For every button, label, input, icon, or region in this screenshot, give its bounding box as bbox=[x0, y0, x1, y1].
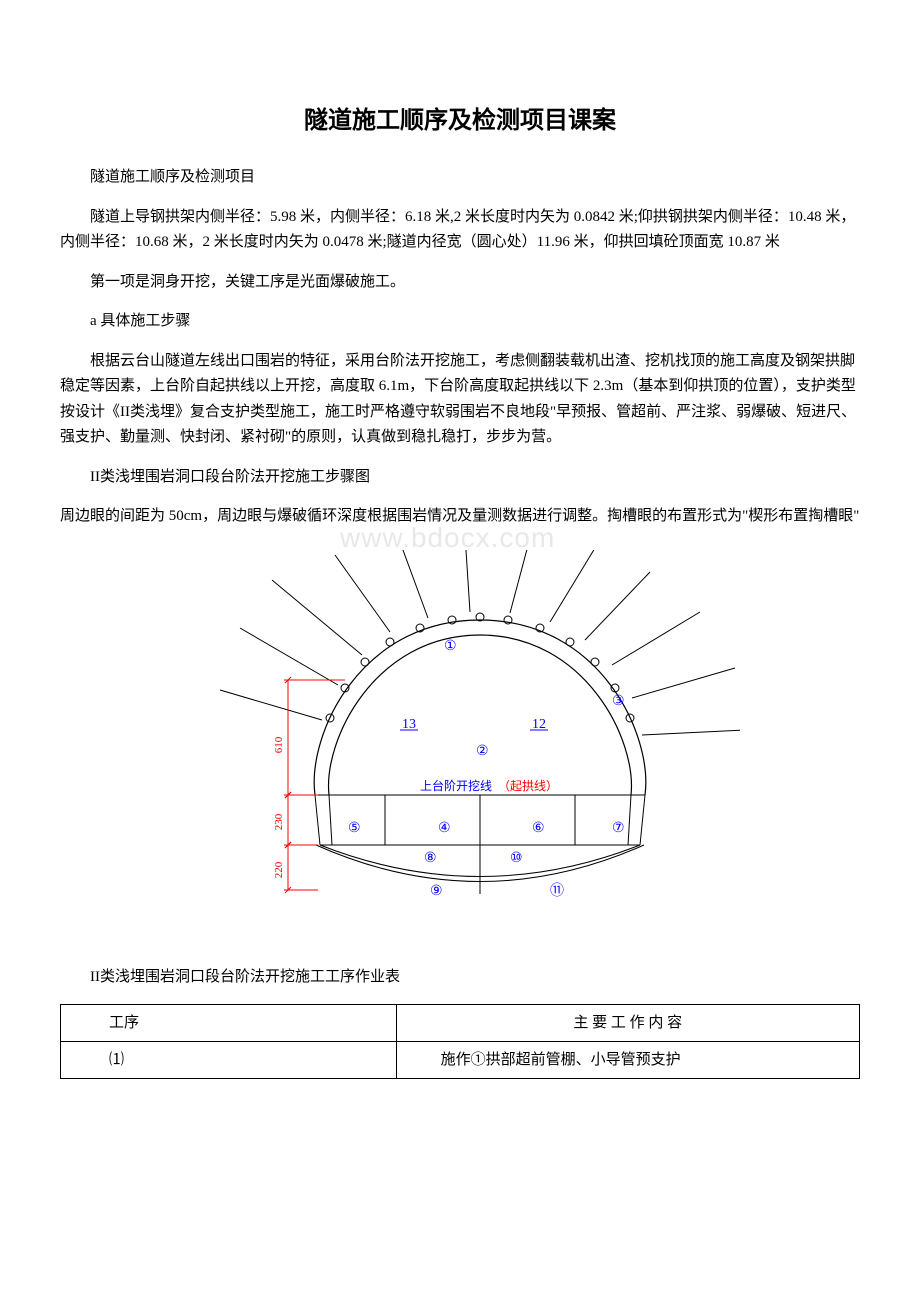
tunnel-diagram: 610230220①②③④⑤⑥⑦⑧⑨⑩⑪1213上台阶开挖线（起拱线） bbox=[60, 550, 860, 935]
table-row: ⑴ 施作①拱部超前管棚、小导管预支护 bbox=[61, 1042, 860, 1079]
svg-text:230: 230 bbox=[273, 813, 285, 830]
para-method: 根据云台山隧道左线出口围岩的特征，采用台阶法开挖施工，考虑侧翻装载机出渣、挖机找… bbox=[60, 349, 860, 451]
table-caption: II类浅埋围岩洞口段台阶法开挖施工工序作业表 bbox=[60, 965, 860, 991]
table-header-seq: 工序 bbox=[61, 1005, 397, 1042]
procedure-table: 工序 主 要 工 作 内 容 ⑴ 施作①拱部超前管棚、小导管预支护 bbox=[60, 1004, 860, 1079]
svg-text:上台阶开挖线: 上台阶开挖线 bbox=[420, 778, 492, 793]
document-page: 隧道施工顺序及检测项目课案 隧道施工顺序及检测项目 隧道上导钢拱架内侧半径：5.… bbox=[0, 0, 920, 1119]
svg-text:①: ① bbox=[444, 639, 457, 654]
para-dimensions: 隧道上导钢拱架内侧半径：5.98 米，内侧半径：6.18 米,2 米长度时内矢为… bbox=[60, 205, 860, 256]
svg-text:④: ④ bbox=[438, 821, 451, 836]
svg-text:⑪: ⑪ bbox=[550, 883, 564, 899]
svg-text:⑧: ⑧ bbox=[424, 851, 437, 866]
para-perimeter: 周边眼的间距为 50cm，周边眼与爆破循环深度根据围岩情况及量测数据进行调整。掏… bbox=[60, 504, 860, 530]
svg-text:（起拱线）: （起拱线） bbox=[498, 779, 558, 793]
svg-text:⑩: ⑩ bbox=[510, 851, 523, 866]
svg-text:⑤: ⑤ bbox=[348, 821, 361, 836]
svg-text:⑨: ⑨ bbox=[430, 884, 443, 899]
table-header-row: 工序 主 要 工 作 内 容 bbox=[61, 1005, 860, 1042]
para-step-a: a 具体施工步骤 bbox=[60, 309, 860, 335]
table-cell-seq: ⑴ bbox=[61, 1042, 397, 1079]
svg-text:②: ② bbox=[476, 744, 489, 759]
svg-text:⑥: ⑥ bbox=[532, 821, 545, 836]
svg-text:③: ③ bbox=[612, 694, 625, 709]
table-header-content: 主 要 工 作 内 容 bbox=[396, 1005, 859, 1042]
para-diagram-caption: II类浅埋围岩洞口段台阶法开挖施工步骤图 bbox=[60, 465, 860, 491]
para-with-watermark: 周边眼的间距为 50cm，周边眼与爆破循环深度根据围岩情况及量测数据进行调整。掏… bbox=[60, 504, 860, 530]
page-title: 隧道施工顺序及检测项目课案 bbox=[60, 100, 860, 135]
svg-text:⑦: ⑦ bbox=[612, 821, 625, 836]
para-subtitle: 隧道施工顺序及检测项目 bbox=[60, 165, 860, 191]
svg-text:220: 220 bbox=[273, 861, 285, 878]
svg-text:610: 610 bbox=[273, 736, 285, 753]
para-item1: 第一项是洞身开挖，关键工序是光面爆破施工。 bbox=[60, 270, 860, 296]
table-cell-content: 施作①拱部超前管棚、小导管预支护 bbox=[396, 1042, 859, 1079]
